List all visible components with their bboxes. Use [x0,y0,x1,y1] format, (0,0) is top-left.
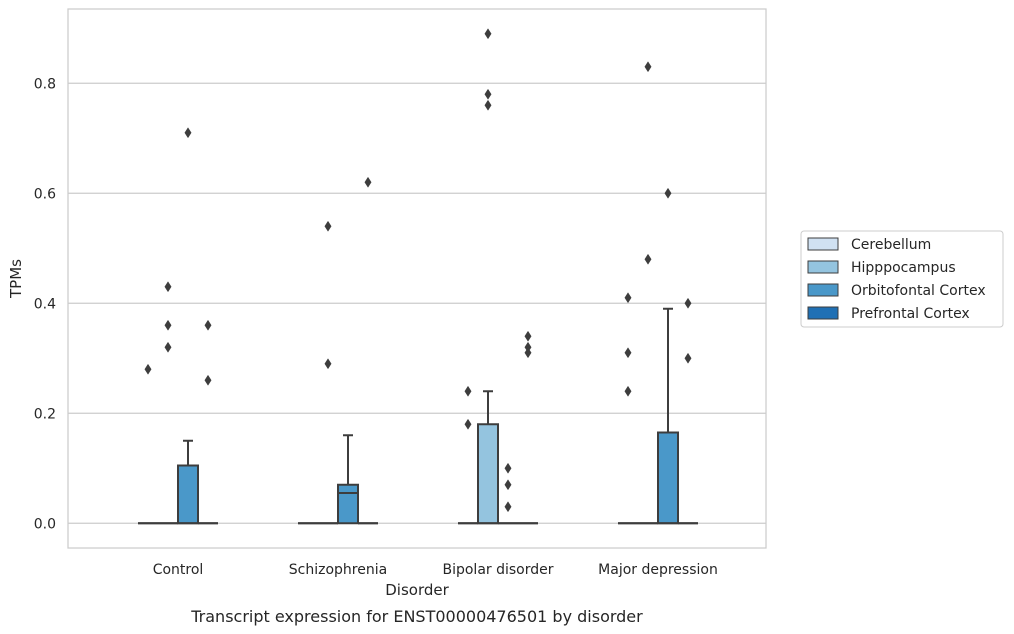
outlier-point [484,88,492,100]
outlier-point [204,319,212,331]
outlier-point [484,28,492,40]
outlier-point [624,347,632,359]
outlier-point [164,281,172,293]
x-tick-label: Major depression [598,562,718,578]
x-axis-label: Disorder [385,581,449,599]
boxes [138,307,698,525]
outlier-point [684,297,692,309]
figure-caption: Transcript expression for ENST0000047650… [190,607,643,626]
outlier-point [164,319,172,331]
outlier-point [324,358,332,370]
y-axis-label: TPMs [7,259,25,299]
outlier-point [504,501,512,513]
plot-area-frame [67,8,767,549]
box [177,464,199,525]
outlier-point [324,220,332,232]
outlier-point [204,374,212,386]
outlier-point [664,187,672,199]
outlier-point [644,253,652,265]
outlier-point [524,330,532,342]
legend-swatch [807,237,839,251]
legend: Cerebellum Hipppocampus Orbitofontal Corte… [800,230,1004,328]
outlier-point [504,479,512,491]
outlier-point [364,176,372,188]
outlier-points [144,28,692,513]
y-tick-label: 0.6 [34,186,56,202]
outlier-point [464,418,472,430]
outlier-point [644,61,652,73]
legend-label: Orbitofontal Cortex [851,283,986,299]
outlier-point [684,352,692,364]
outlier-point [164,341,172,353]
x-tick-labels: Control Schizophrenia Bipolar disorder Majo… [153,562,718,578]
legend-frame [800,230,1004,328]
legend-swatch [807,283,839,297]
x-tick-label: Bipolar disorder [442,562,553,578]
box [337,483,359,525]
legend-swatch [807,260,839,274]
outlier-point [524,341,532,353]
box [657,431,679,525]
y-tick-labels: 0.0 0.2 0.4 0.6 0.8 [34,76,56,532]
outlier-point [184,127,192,139]
y-tick-label: 0.4 [34,296,56,312]
y-tick-label: 0.8 [34,76,56,92]
outlier-point [464,385,472,397]
box [477,423,499,525]
legend-label: Hipppocampus [851,260,956,276]
legend-label: Prefrontal Cortex [851,306,970,322]
outlier-point [504,462,512,474]
legend-swatch [807,306,839,320]
outlier-point [144,363,152,375]
outlier-point [524,347,532,359]
x-tick-label: Control [153,562,204,578]
outlier-point [484,99,492,111]
x-tick-label: Schizophrenia [289,562,387,578]
y-tick-label: 0.0 [34,516,56,532]
legend-label: Cerebellum [851,237,931,253]
y-tick-label: 0.2 [34,406,56,422]
outlier-point [624,385,632,397]
outlier-point [624,292,632,304]
